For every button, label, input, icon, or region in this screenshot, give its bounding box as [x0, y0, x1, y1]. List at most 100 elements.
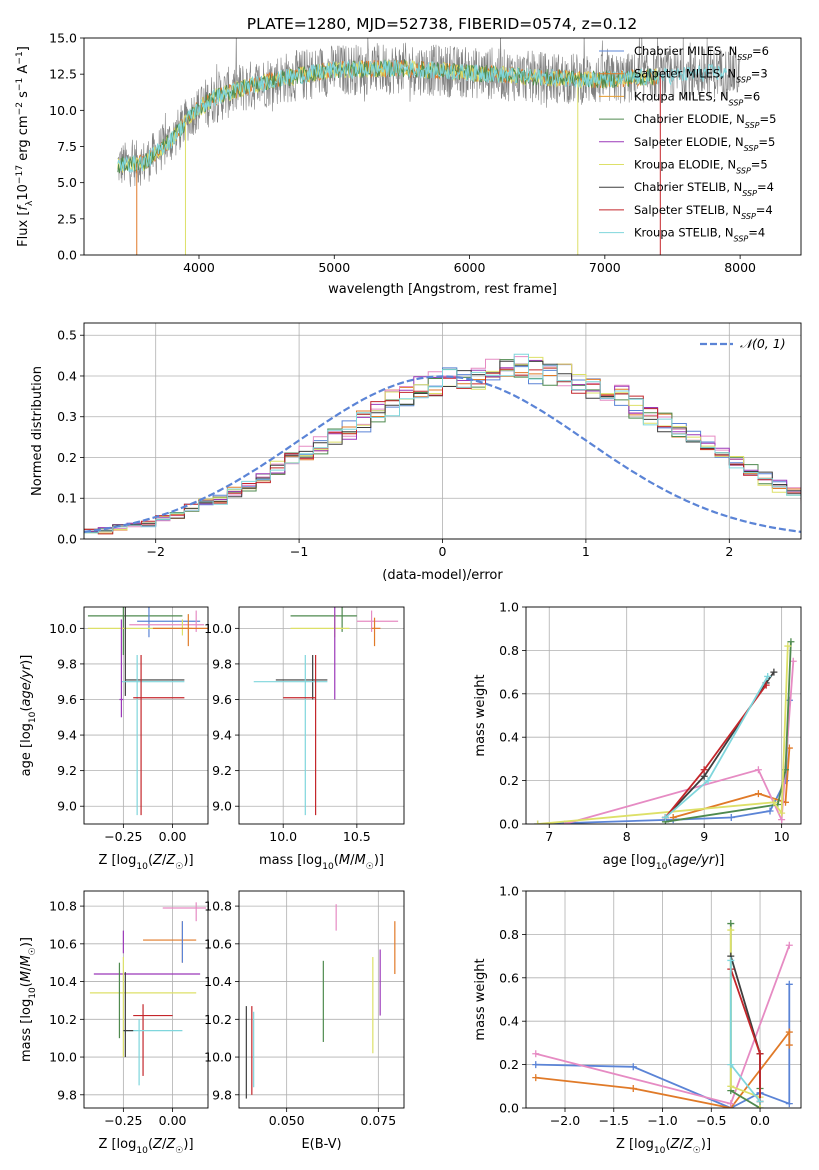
x-tick-label: 10.0 [269, 829, 297, 844]
weight-marker-chabrier_miles [629, 1063, 637, 1071]
y-tick-label: 0.0 [57, 248, 77, 263]
y-tick-label: 0.8 [499, 643, 519, 658]
y-tick-label: 10.0 [49, 1050, 77, 1065]
y-tick-label: 0.5 [57, 328, 77, 343]
y-tick-label: 9.2 [57, 763, 77, 778]
x-axis-label: wavelength [Angstrom, rest frame] [328, 282, 557, 297]
y-tick-label: 9.4 [57, 728, 77, 743]
y-axis-label: Flux [fλ10−17 erg cm−2 s−1 A−1] [15, 46, 35, 247]
y-tick-label: 10.0 [204, 621, 232, 636]
plot-area-residual-histogram [84, 353, 801, 535]
y-tick-label: 5.0 [57, 175, 77, 190]
x-tick-label: 10 [774, 829, 790, 844]
plot-area-age-vs-metallicity [87, 607, 208, 816]
y-tick-label: 10.8 [49, 899, 77, 914]
legend-entry-salpeter_elodie: Salpeter ELODIE, NSSP=5 [634, 135, 775, 153]
x-tick-label: 1 [582, 544, 590, 559]
weight-marker-kroupa_stelib [661, 813, 669, 821]
x-tick-label: 7 [545, 829, 553, 844]
plot-area-age-vs-mass [253, 607, 399, 816]
y-tick-label: 10.4 [49, 974, 77, 989]
y-tick-label: 10.2 [49, 1012, 77, 1027]
legend-entry-chabrier_elodie: Chabrier ELODIE, NSSP=5 [634, 112, 776, 130]
x-tick-label: 10.5 [343, 829, 371, 844]
weight-line-chabrier_stelib [664, 671, 775, 819]
legend-spectrum: Chabrier MILES, NSSP=6 Salpeter MILES, NS… [599, 44, 776, 243]
y-tick-label: 9.8 [212, 656, 232, 671]
plot-area-spectrum [117, 38, 741, 255]
legend-entry-chabrier_stelib: Chabrier STELIB, NSSP=4 [634, 180, 774, 198]
y-tick-label: 0.6 [499, 970, 519, 985]
weight-marker-salpeter_miles [785, 1041, 793, 1049]
x-tick-label: −1 [290, 544, 308, 559]
x-tick-label: 8 [623, 829, 631, 844]
weight-marker-salpeter_miles [754, 790, 762, 798]
y-tick-label: 0.4 [499, 1014, 519, 1029]
weight-line-chabrier_elodie [665, 641, 792, 823]
x-tick-label: −2 [146, 544, 164, 559]
y-tick-label: 9.4 [212, 728, 232, 743]
x-tick-label: −1.5 [599, 1113, 629, 1128]
x-tick-label: 6000 [454, 260, 486, 275]
y-tick-label: 9.8 [57, 656, 77, 671]
gaussian-curve [84, 375, 801, 533]
y-tick-label: 0.2 [499, 1057, 519, 1072]
x-tick-label: 2 [725, 544, 733, 559]
weight-marker-salpeter_miles [785, 1028, 793, 1036]
y-tick-label: 9.8 [212, 1087, 232, 1102]
axes-frame [83, 606, 209, 825]
y-tick-label: 0.1 [57, 491, 77, 506]
legend-entry-chabrier_miles: Chabrier MILES, NSSP=6 [634, 44, 769, 62]
histogram-step-kroupa_stelib [84, 353, 801, 534]
weight-marker-kroupa_elodie [756, 1104, 764, 1108]
y-tick-label: 0.3 [57, 409, 77, 424]
weight-marker-chabrier_stelib [700, 772, 708, 780]
x-tick-label: −0.25 [104, 1113, 142, 1128]
legend-entry-kroupa_miles: Kroupa MILES, NSSP=6 [634, 89, 760, 107]
weight-marker-chabrier_miles [785, 1100, 793, 1108]
y-tick-label: 10.4 [204, 974, 232, 989]
x-axis-label: mass [log10(M/M☉)] [259, 853, 384, 872]
y-tick-label: 0.2 [499, 773, 519, 788]
weight-marker-kroupa_stelib [756, 1097, 764, 1105]
weight-line-kroupa_elodie [537, 646, 789, 824]
spectrum-model-line-kroupa_stelib [117, 59, 728, 174]
x-axis-label: (data-model)/error [382, 568, 503, 583]
y-tick-label: 0.6 [499, 686, 519, 701]
y-tick-label: 0.0 [499, 1101, 519, 1116]
x-tick-label: 0.050 [269, 1113, 305, 1128]
y-tick-label: 10.0 [49, 103, 77, 118]
legend-histogram: 𝒩(0, 1) [700, 336, 786, 351]
x-axis-label: Z [log10(Z/Z☉)] [98, 1137, 193, 1156]
weight-marker-kroupa_elodie [770, 798, 778, 806]
weight-marker-chabrier_miles [766, 807, 774, 815]
y-tick-label: 0.0 [499, 817, 519, 832]
y-tick-label: 10.0 [49, 621, 77, 636]
weight-marker-pink [778, 816, 786, 824]
y-tick-label: 10.6 [204, 936, 232, 951]
y-tick-label: 2.5 [57, 211, 77, 226]
x-tick-label: 5000 [318, 260, 350, 275]
y-tick-label: 7.5 [57, 139, 77, 154]
y-tick-label: 0.4 [499, 730, 519, 745]
y-axis-label: mass weight [473, 674, 488, 756]
y-tick-label: 0.4 [57, 368, 77, 383]
y-axis-label: Normed distribution [30, 366, 45, 496]
x-tick-label: 4000 [183, 260, 215, 275]
grid-mass-vs-metallicity [84, 891, 208, 1108]
x-tick-label: −0.5 [696, 1113, 726, 1128]
x-tick-label: 0 [439, 544, 447, 559]
x-axis-label: Z [log10(Z/Z☉)] [616, 1137, 711, 1156]
y-tick-label: 9.8 [57, 1087, 77, 1102]
weight-marker-salpeter_stelib [756, 1050, 764, 1058]
weight-marker-salpeter_miles [532, 1074, 540, 1082]
panel-residual-histogram: −2 −1 0 1 2 0.0 0.1 0.2 0.3 0.4 0.5 (data-model)/er… [30, 322, 802, 583]
x-tick-label: 0.00 [159, 829, 187, 844]
weight-marker-salpeter_stelib [700, 766, 708, 774]
axes-frame [238, 606, 405, 825]
weight-marker-chabrier_miles [532, 1061, 540, 1069]
panel-age-vs-metallicity: −0.25 0.00 9.0 9.2 9.4 9.6 9.8 10.0 Z [log10(Z/Z… [19, 606, 209, 872]
weight-marker-kroupa_elodie [784, 642, 792, 650]
x-tick-label: −2.0 [550, 1113, 580, 1128]
